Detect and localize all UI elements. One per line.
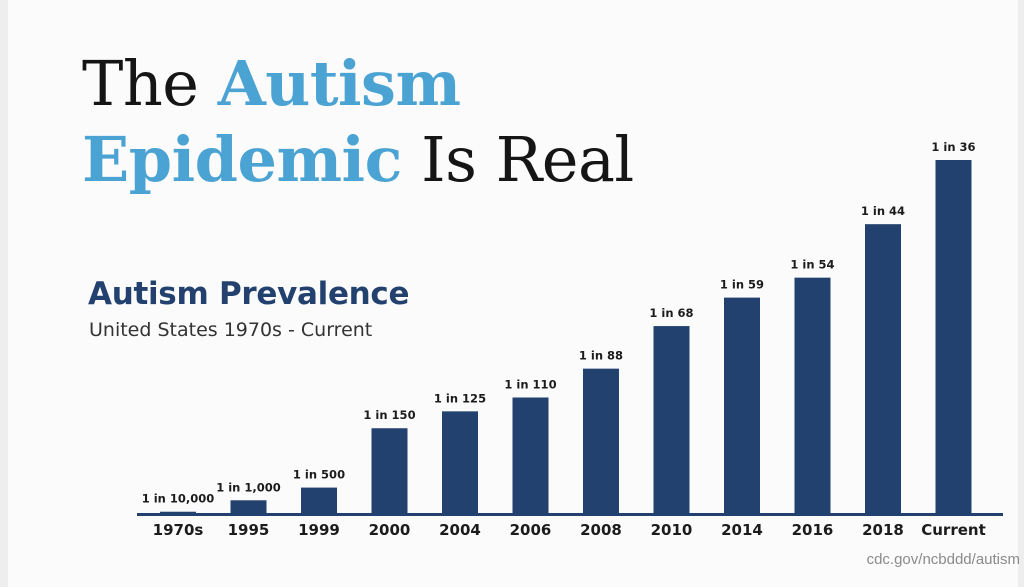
bar-2006	[512, 397, 549, 513]
left-frame-edge	[0, 0, 8, 587]
data-label-2004: 1 in 125	[434, 391, 486, 405]
bar-2004	[442, 411, 478, 513]
data-label-2000: 1 in 150	[363, 408, 415, 422]
data-label-1970s: 1 in 10,000	[142, 492, 215, 506]
x-tick-2010: 2010	[651, 521, 693, 539]
x-tick-2014: 2014	[721, 521, 763, 539]
data-label-2018: 1 in 44	[861, 204, 905, 218]
data-label-current: 1 in 36	[931, 140, 975, 154]
bar-2008	[583, 368, 619, 513]
chart-title: Autism Prevalence	[88, 276, 410, 312]
source-citation: cdc.gov/ncbddd/autism	[866, 551, 1020, 568]
bar-2018	[865, 224, 901, 513]
x-tick-2016: 2016	[792, 521, 834, 539]
x-tick-1970s: 1970s	[153, 521, 204, 539]
bar-current	[935, 160, 972, 513]
data-label-2014: 1 in 59	[720, 278, 764, 292]
data-label-2016: 1 in 54	[790, 258, 834, 272]
x-tick-2008: 2008	[580, 521, 622, 539]
x-tick-1995: 1995	[228, 521, 270, 539]
data-label-2006: 1 in 110	[504, 377, 556, 391]
bar-2016	[794, 277, 831, 513]
title-word-is-real: Is Real	[401, 123, 634, 196]
slide-title: The Autism Epidemic Is Real	[82, 46, 634, 198]
bar-1970s	[160, 511, 196, 513]
chart-subtitle: United States 1970s - Current	[89, 319, 373, 341]
data-label-2010: 1 in 68	[649, 306, 693, 320]
title-word-the: The	[82, 47, 218, 120]
data-label-1995: 1 in 1,000	[216, 480, 281, 494]
bar-1999	[301, 487, 337, 513]
x-tick-2004: 2004	[439, 521, 481, 539]
x-tick-2000: 2000	[369, 521, 411, 539]
title-word-epidemic: Epidemic	[82, 123, 402, 196]
data-label-2008: 1 in 88	[579, 349, 623, 363]
x-tick-current: Current	[921, 521, 986, 539]
x-tick-1999: 1999	[298, 521, 340, 539]
title-word-autism: Autism	[217, 47, 461, 120]
x-tick-2006: 2006	[510, 521, 552, 539]
x-tick-2018: 2018	[862, 521, 904, 539]
right-frame-edge	[1018, 0, 1024, 587]
bar-2014	[724, 297, 760, 513]
bar-1995	[230, 500, 267, 513]
bar-2010	[653, 326, 690, 513]
bar-2000	[371, 428, 408, 513]
data-label-1999: 1 in 500	[293, 468, 345, 482]
